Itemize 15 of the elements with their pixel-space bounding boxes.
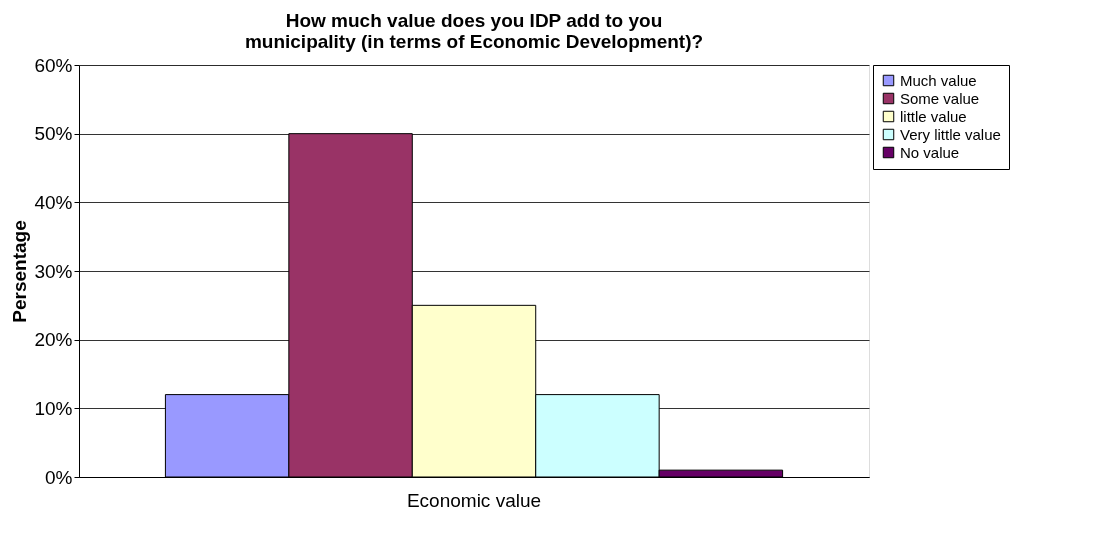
chart-title: How much value does you IDP add to you municipality (in terms of Economic Development)? (244, 10, 704, 52)
legend-label: No value (900, 143, 960, 161)
y-tick-label: 10% (34, 397, 73, 419)
y-tick-label: 60% (34, 54, 73, 76)
y-tick-label: 0% (45, 466, 73, 488)
y-tick-label: 40% (34, 191, 73, 213)
legend-label: Some value (900, 89, 980, 107)
y-tick-label: 20% (34, 329, 73, 351)
x-tick-label: Economic value (406, 489, 542, 511)
y-tick-label: 30% (34, 260, 73, 282)
legend-label: little value (900, 107, 967, 125)
legend-label: Very little value (900, 125, 1001, 143)
y-tick-label: 50% (34, 123, 73, 145)
y-axis-title: Persentage (9, 220, 31, 323)
legend-label: Much value (900, 71, 977, 89)
